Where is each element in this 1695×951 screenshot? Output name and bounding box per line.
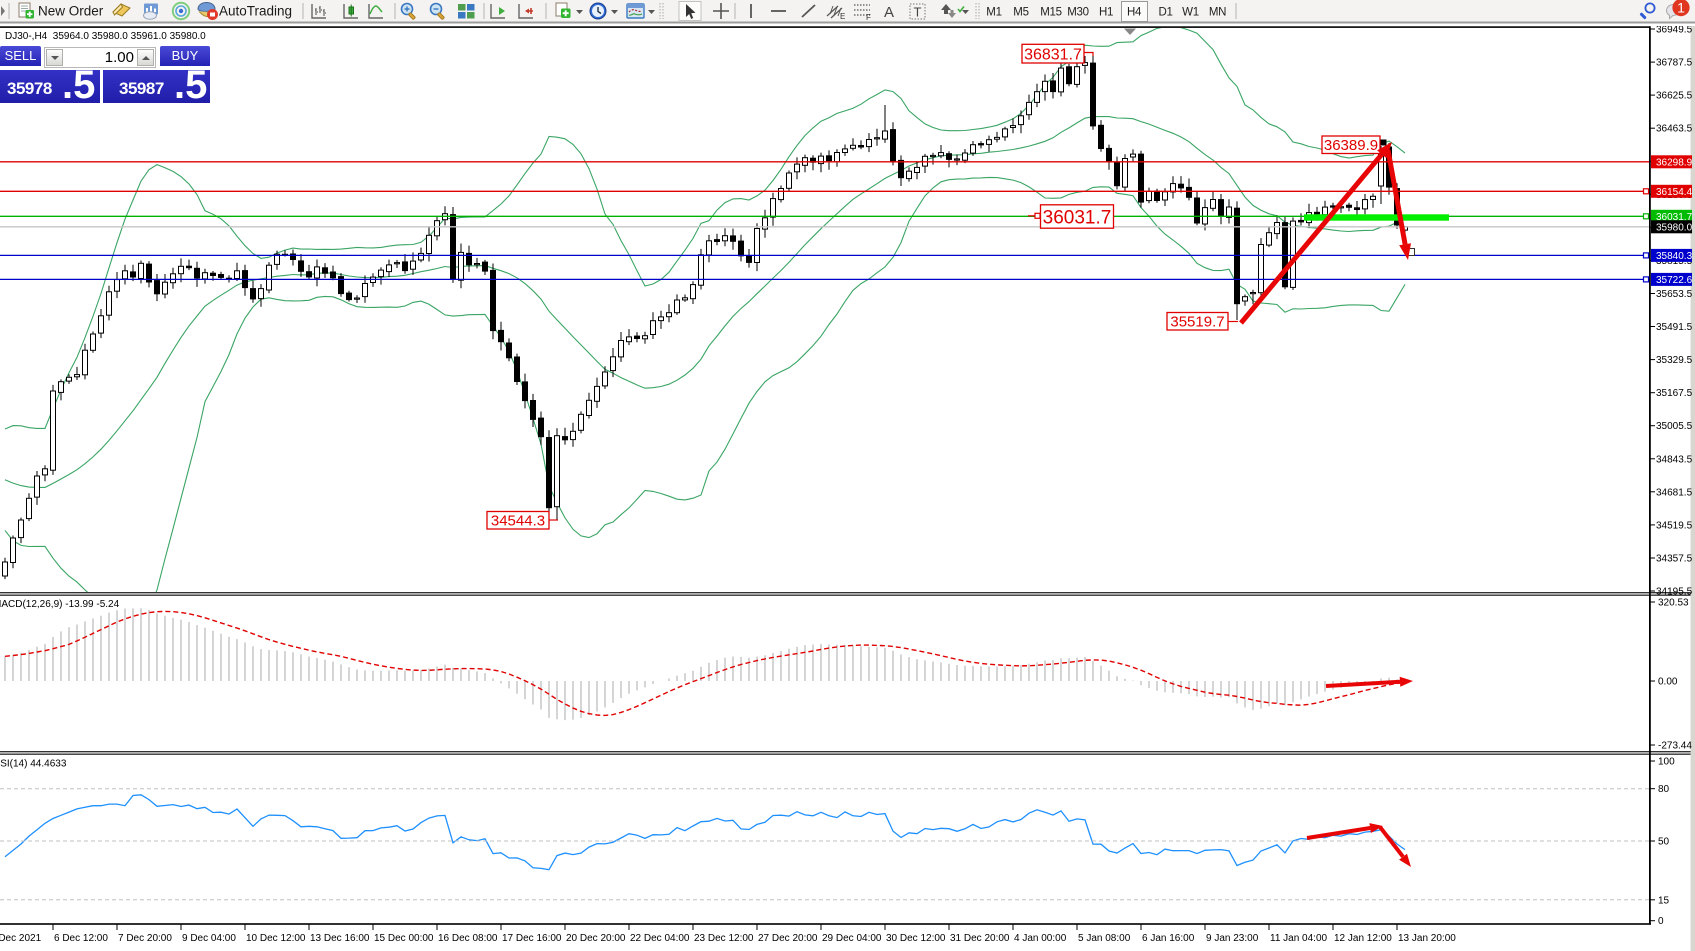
svg-text:6 Dec 12:00: 6 Dec 12:00 bbox=[54, 933, 108, 944]
svg-text:320.53: 320.53 bbox=[1658, 598, 1689, 609]
svg-text:H1: H1 bbox=[1099, 7, 1113, 19]
svg-text:W1: W1 bbox=[1182, 7, 1199, 19]
svg-text:35491.5: 35491.5 bbox=[1656, 322, 1693, 333]
svg-text:36154.4: 36154.4 bbox=[1656, 187, 1693, 198]
svg-text:9 Jan 23:00: 9 Jan 23:00 bbox=[1206, 933, 1259, 944]
svg-text:35980.0: 35980.0 bbox=[1656, 222, 1693, 233]
svg-text:36031.7: 36031.7 bbox=[1043, 207, 1112, 228]
svg-text:MACD(12,26,9) -13.99 -5.24: MACD(12,26,9) -13.99 -5.24 bbox=[0, 599, 120, 610]
svg-text:E: E bbox=[840, 12, 845, 21]
svg-text:34195.5: 34195.5 bbox=[1656, 587, 1693, 598]
svg-text:H4: H4 bbox=[1127, 7, 1142, 19]
svg-text:13 Dec 16:00: 13 Dec 16:00 bbox=[310, 933, 370, 944]
svg-text:11 Jan 04:00: 11 Jan 04:00 bbox=[1270, 933, 1328, 944]
svg-text:13 Jan 20:00: 13 Jan 20:00 bbox=[1398, 933, 1456, 944]
svg-text:1: 1 bbox=[1677, 0, 1685, 16]
svg-text:36031.7: 36031.7 bbox=[1656, 212, 1693, 223]
svg-text:34544.3: 34544.3 bbox=[491, 513, 545, 530]
svg-text:7 Dec 20:00: 7 Dec 20:00 bbox=[118, 933, 172, 944]
svg-text:35167.5: 35167.5 bbox=[1656, 388, 1693, 399]
svg-text:35653.5: 35653.5 bbox=[1656, 289, 1693, 300]
svg-text:34357.5: 34357.5 bbox=[1656, 554, 1693, 565]
svg-text:36625.5: 36625.5 bbox=[1656, 91, 1693, 102]
svg-text:35722.6: 35722.6 bbox=[1656, 275, 1693, 286]
svg-text:4 Jan 00:00: 4 Jan 00:00 bbox=[1014, 933, 1067, 944]
svg-text:D1: D1 bbox=[1158, 7, 1172, 19]
svg-text:30 Dec 12:00: 30 Dec 12:00 bbox=[886, 933, 946, 944]
svg-text:35519.7: 35519.7 bbox=[1170, 314, 1224, 331]
svg-text:22 Dec 04:00: 22 Dec 04:00 bbox=[630, 933, 690, 944]
svg-text:36463.5: 36463.5 bbox=[1656, 124, 1693, 135]
svg-text:20 Dec 20:00: 20 Dec 20:00 bbox=[566, 933, 626, 944]
svg-text:M1: M1 bbox=[986, 7, 1001, 19]
svg-text:AutoTrading: AutoTrading bbox=[219, 4, 292, 19]
svg-text:17 Dec 16:00: 17 Dec 16:00 bbox=[502, 933, 562, 944]
svg-text:M30: M30 bbox=[1067, 7, 1088, 19]
svg-text:DJ30-,H4 35964.0 35980.0 3596: DJ30-,H4 35964.0 35980.0 35961.0 35980.0 bbox=[5, 31, 206, 42]
svg-text:23 Dec 12:00: 23 Dec 12:00 bbox=[694, 933, 754, 944]
svg-text:36298.9: 36298.9 bbox=[1656, 157, 1693, 168]
svg-text:34681.5: 34681.5 bbox=[1656, 487, 1693, 498]
svg-text:50: 50 bbox=[1658, 837, 1670, 848]
svg-text:RSI(14) 44.4633: RSI(14) 44.4633 bbox=[0, 759, 67, 770]
svg-text:5 Jan 08:00: 5 Jan 08:00 bbox=[1078, 933, 1131, 944]
svg-text:16 Dec 08:00: 16 Dec 08:00 bbox=[438, 933, 498, 944]
svg-text:34843.5: 34843.5 bbox=[1656, 454, 1693, 465]
svg-text:10 Dec 12:00: 10 Dec 12:00 bbox=[246, 933, 306, 944]
svg-text:T: T bbox=[914, 5, 922, 20]
svg-text:36787.5: 36787.5 bbox=[1656, 58, 1693, 69]
svg-text:New Order: New Order bbox=[38, 4, 104, 19]
svg-text:29 Dec 04:00: 29 Dec 04:00 bbox=[822, 933, 882, 944]
svg-text:12 Jan 12:00: 12 Jan 12:00 bbox=[1334, 933, 1392, 944]
svg-text:-273.44: -273.44 bbox=[1658, 741, 1692, 752]
svg-text:36389.9: 36389.9 bbox=[1324, 137, 1378, 154]
svg-text:34519.5: 34519.5 bbox=[1656, 520, 1693, 531]
svg-text:36949.5: 36949.5 bbox=[1656, 25, 1693, 36]
svg-text:A: A bbox=[884, 4, 894, 21]
svg-text:15 Dec 00:00: 15 Dec 00:00 bbox=[374, 933, 434, 944]
svg-text:0.00: 0.00 bbox=[1658, 677, 1678, 688]
svg-text:MN: MN bbox=[1209, 7, 1226, 19]
svg-text:100: 100 bbox=[1658, 757, 1675, 768]
svg-text:M5: M5 bbox=[1013, 7, 1028, 19]
svg-text:27 Dec 20:00: 27 Dec 20:00 bbox=[758, 933, 818, 944]
svg-text:35005.5: 35005.5 bbox=[1656, 421, 1693, 432]
svg-text:9 Dec 04:00: 9 Dec 04:00 bbox=[182, 933, 236, 944]
svg-text:M15: M15 bbox=[1040, 7, 1061, 19]
svg-text:6 Dec 2021: 6 Dec 2021 bbox=[0, 933, 42, 944]
svg-text:6 Jan 16:00: 6 Jan 16:00 bbox=[1142, 933, 1195, 944]
svg-text:35840.3: 35840.3 bbox=[1656, 251, 1693, 262]
svg-text:36831.7: 36831.7 bbox=[1024, 46, 1082, 63]
svg-text:35329.5: 35329.5 bbox=[1656, 355, 1693, 366]
svg-text:80: 80 bbox=[1658, 784, 1670, 795]
svg-text:0: 0 bbox=[1658, 916, 1664, 927]
svg-text:31 Dec 20:00: 31 Dec 20:00 bbox=[950, 933, 1010, 944]
svg-text:15: 15 bbox=[1658, 895, 1670, 906]
svg-text:F: F bbox=[866, 13, 871, 22]
